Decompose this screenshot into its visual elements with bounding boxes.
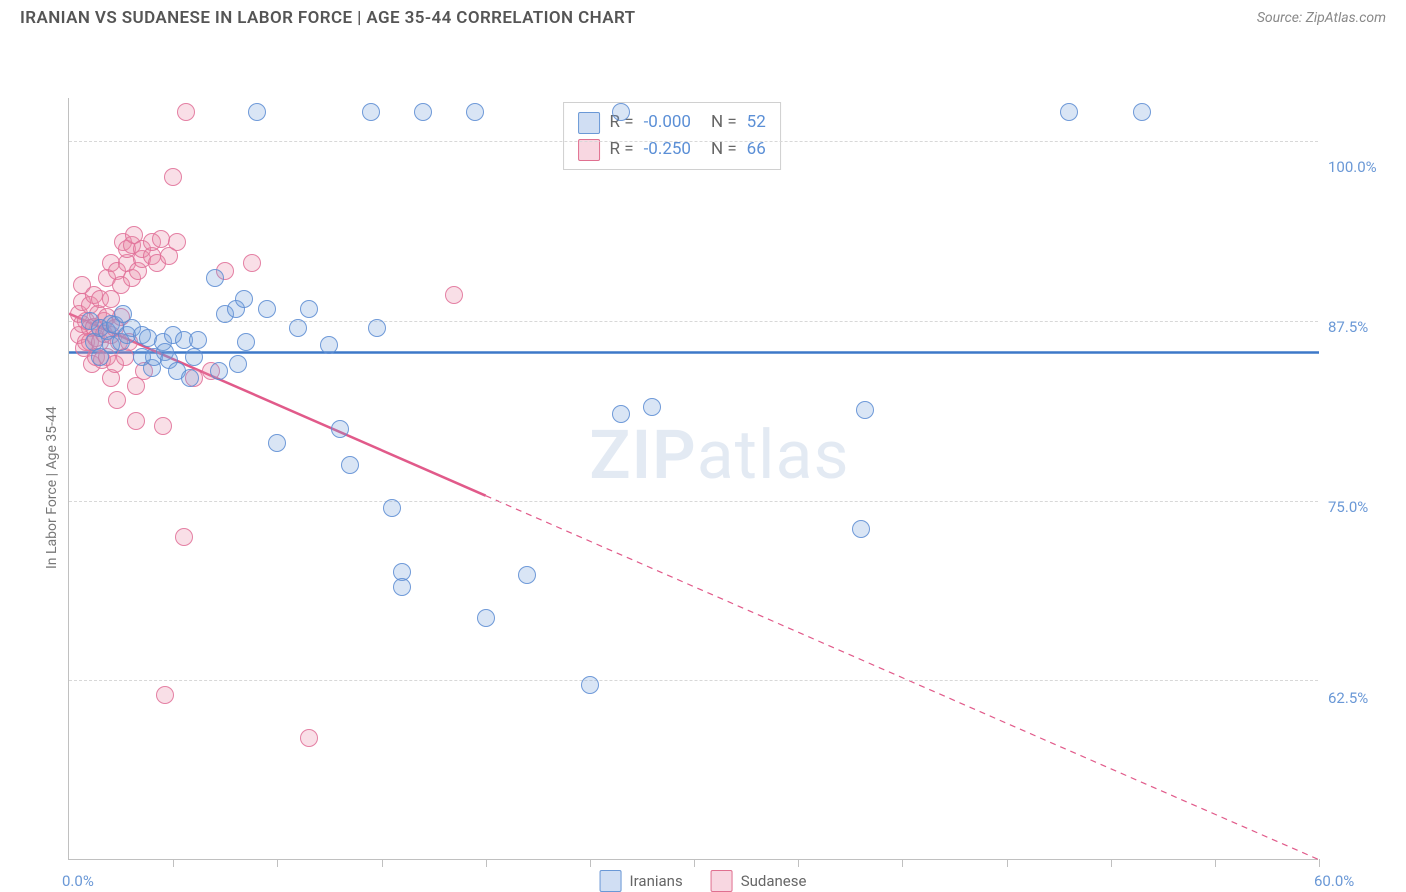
data-point [248, 103, 266, 121]
n-label: N = [711, 109, 737, 136]
watermark: ZIPatlas [589, 415, 849, 495]
y-axis-label: In Labor Force | Age 35-44 [44, 406, 60, 569]
data-point [237, 333, 255, 351]
iranians-legend-label: Iranians [630, 872, 683, 890]
data-point [152, 230, 170, 248]
data-point [581, 676, 599, 694]
data-point [177, 103, 195, 121]
data-point [258, 300, 276, 318]
x-tick [1319, 859, 1320, 867]
y-tick-label: 62.5% [1328, 689, 1388, 707]
data-point [1060, 103, 1078, 121]
data-point [612, 405, 630, 423]
iranians-r-value: -0.000 [644, 109, 691, 136]
gridline [69, 680, 1318, 681]
data-point [164, 168, 182, 186]
data-point [229, 355, 247, 373]
data-point [368, 319, 386, 337]
data-point [268, 434, 286, 452]
y-tick-label: 75.0% [1328, 498, 1388, 516]
chart-title: IRANIAN VS SUDANESE IN LABOR FORCE | AGE… [20, 8, 635, 28]
data-point [477, 609, 495, 627]
x-tick [902, 859, 903, 867]
x-tick [1215, 859, 1216, 867]
x-tick [1007, 859, 1008, 867]
data-point [156, 686, 174, 704]
x-tick [590, 859, 591, 867]
data-point [612, 103, 630, 121]
y-tick-label: 87.5% [1328, 318, 1388, 336]
data-point [181, 369, 199, 387]
correlation-legend: R = -0.000 N = 52 R = -0.250 N = 66 [563, 102, 781, 170]
data-point [856, 401, 874, 419]
data-point [445, 286, 463, 304]
data-point [154, 417, 172, 435]
source-attribution: Source: ZipAtlas.com [1257, 10, 1386, 26]
iranians-swatch-icon [578, 112, 600, 134]
data-point [300, 300, 318, 318]
data-point [300, 729, 318, 747]
x-tick [798, 859, 799, 867]
x-tick [173, 859, 174, 867]
data-point [210, 362, 228, 380]
gridline [69, 501, 1318, 502]
iranians-n-value: 52 [747, 109, 766, 136]
sudanese-swatch-icon [711, 870, 733, 892]
data-point [643, 398, 661, 416]
data-point [383, 499, 401, 517]
data-point [852, 520, 870, 538]
data-point [206, 269, 224, 287]
sudanese-legend-label: Sudanese [741, 872, 807, 890]
data-point [466, 103, 484, 121]
data-point [414, 103, 432, 121]
data-point [175, 528, 193, 546]
data-point [127, 412, 145, 430]
data-point [235, 290, 253, 308]
plot-area: ZIPatlas R = -0.000 N = 52 R = -0.250 N … [68, 98, 1318, 860]
x-tick [382, 859, 383, 867]
y-tick-label: 100.0% [1328, 158, 1388, 176]
data-point [341, 456, 359, 474]
x-tick [486, 859, 487, 867]
data-point [189, 331, 207, 349]
data-point [243, 254, 261, 272]
gridline [69, 321, 1318, 322]
data-point [320, 336, 338, 354]
data-point [1133, 103, 1151, 121]
iranians-swatch-icon [600, 870, 622, 892]
x-tick [694, 859, 695, 867]
data-point [362, 103, 380, 121]
data-point [393, 578, 411, 596]
data-point [331, 420, 349, 438]
gridline [69, 141, 1318, 142]
x-tick [1111, 859, 1112, 867]
data-point [518, 566, 536, 584]
data-point [108, 391, 126, 409]
x-tick [277, 859, 278, 867]
x-max-label: 60.0% [1314, 872, 1354, 890]
data-point [289, 319, 307, 337]
trend-lines [69, 98, 1319, 860]
data-point [168, 233, 186, 251]
x-origin-label: 0.0% [62, 872, 94, 890]
series-legend: Iranians Sudanese [600, 870, 807, 892]
data-point [185, 348, 203, 366]
